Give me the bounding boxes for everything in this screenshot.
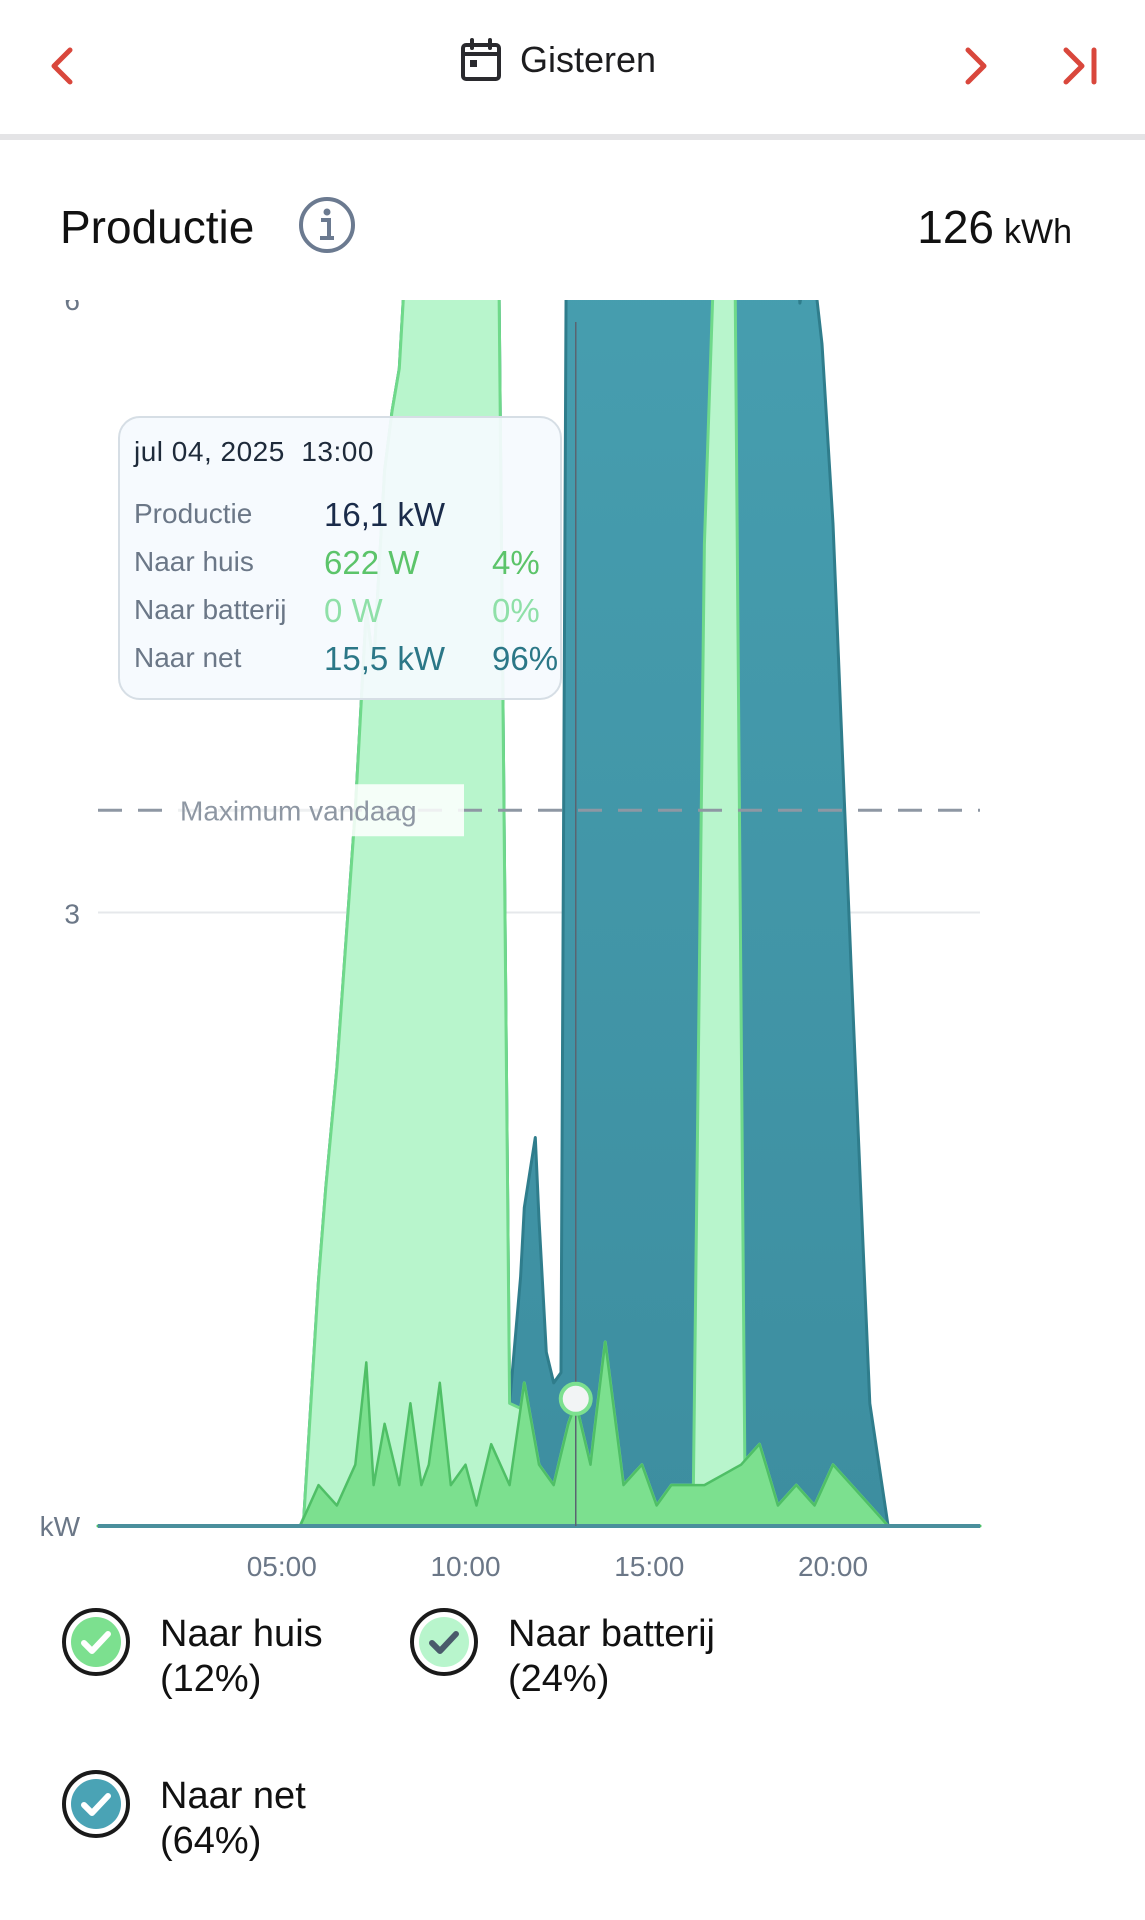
x-tick-label: 05:00 (247, 1551, 317, 1582)
tooltip-label: Naar net (134, 642, 242, 673)
check-circle-icon (62, 1770, 130, 1838)
check-circle-icon (62, 1608, 130, 1676)
check-circle-icon (410, 1608, 478, 1676)
chevron-right-icon (965, 47, 987, 85)
legend-label: Naar net (160, 1775, 306, 1817)
tooltip-time: 13:00 (301, 436, 374, 467)
tooltip-value: 16,1 kW (324, 496, 446, 533)
chart-tooltip: jul 04, 2025 13:00 Productie 16,1 kW Naa… (118, 416, 562, 700)
tooltip-row-battery: Naar batterij 0 W 0% (134, 592, 564, 634)
legend-item-battery[interactable]: Naar batterij (24%) (408, 1606, 715, 1702)
chevron-left-icon (51, 47, 73, 85)
reference-label-bg (176, 784, 464, 837)
tooltip-label: Naar batterij (134, 594, 287, 625)
total-value: 126 (917, 201, 994, 253)
jump-to-today-button[interactable] (1050, 36, 1110, 96)
series-area-naar-huis (96, 1340, 982, 1528)
tooltip-row-grid: Naar net 15,5 kW 96% (134, 640, 564, 682)
tooltip-percent: 96% (492, 640, 559, 677)
production-chart[interactable]: 3691215kWMaximum vandaag05:0010:0015:002… (0, 300, 1145, 1600)
legend-label: Naar batterij (508, 1613, 715, 1655)
y-tick-label: 3 (64, 899, 80, 930)
tooltip-datetime: jul 04, 2025 13:00 (134, 436, 374, 468)
legend-text: Naar net (64%) (160, 1768, 306, 1864)
calendar-icon (461, 38, 501, 81)
production-header: Productie 126 kWh (60, 196, 1080, 266)
legend-text: Naar batterij (24%) (508, 1606, 715, 1702)
y-unit-label: kW (40, 1511, 81, 1542)
skip-to-end-icon (1063, 47, 1097, 85)
top-bar: Gisteren (0, 0, 1145, 134)
tooltip-row-production: Productie 16,1 kW (134, 496, 564, 538)
date-label: Gisteren (520, 39, 657, 80)
x-tick-label: 15:00 (614, 1551, 684, 1582)
tooltip-label: Productie (134, 498, 253, 529)
section-title: Productie (60, 201, 255, 253)
legend-item-grid[interactable]: Naar net (64%) (60, 1768, 306, 1864)
x-tick-label: 20:00 (798, 1551, 868, 1582)
reference-label: Maximum vandaag (180, 795, 417, 826)
tooltip-date: jul 04, 2025 (134, 436, 285, 467)
total-production: 126 kWh (917, 200, 1072, 254)
chart-svg: 3691215kWMaximum vandaag05:0010:0015:002… (40, 300, 982, 1582)
series-area-naar-net (96, 300, 982, 1528)
x-tick-label: 10:00 (430, 1551, 500, 1582)
tooltip-value: 0 W (324, 592, 383, 629)
legend-percent: (12%) (160, 1658, 262, 1700)
tooltip-label: Naar huis (134, 546, 254, 577)
tooltip-percent: 0% (492, 592, 540, 629)
selected-point-house (558, 1381, 593, 1416)
legend-text: Naar huis (12%) (160, 1606, 323, 1702)
previous-day-button[interactable] (34, 36, 94, 96)
tooltip-value: 15,5 kW (324, 640, 446, 677)
legend-item-house[interactable]: Naar huis (12%) (60, 1606, 323, 1702)
next-day-button[interactable] (944, 36, 1004, 96)
tooltip-row-house: Naar huis 622 W 4% (134, 544, 564, 586)
legend-percent: (64%) (160, 1820, 262, 1862)
legend-percent: (24%) (508, 1658, 610, 1700)
legend-label: Naar huis (160, 1613, 323, 1655)
tooltip-percent: 4% (492, 544, 540, 581)
header-divider (0, 134, 1145, 140)
total-unit: kWh (1004, 213, 1072, 251)
date-selector[interactable]: Gisteren (460, 38, 656, 82)
y-tick-label: 6 (64, 300, 80, 316)
tooltip-value: 622 W (324, 544, 420, 581)
info-icon[interactable] (298, 196, 356, 254)
